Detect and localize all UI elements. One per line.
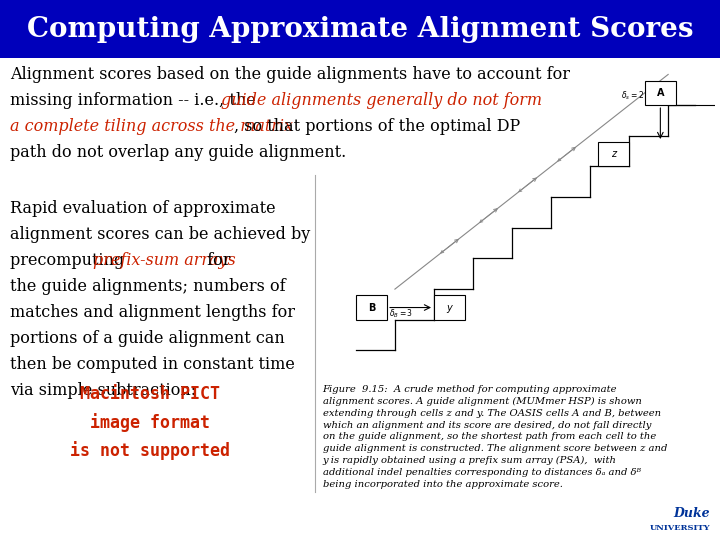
Bar [356, 295, 387, 320]
Text: Computing Approximate Alignment Scores: Computing Approximate Alignment Scores [27, 16, 693, 43]
FancyArrowPatch shape [558, 156, 564, 161]
Text: UNIVERSITY: UNIVERSITY [649, 524, 710, 532]
Text: via simple subtraction:: via simple subtraction: [10, 382, 196, 399]
Text: , so that portions of the optimal DP: , so that portions of the optimal DP [234, 118, 521, 136]
Text: Macintosh PICT: Macintosh PICT [80, 385, 220, 403]
Bar [434, 295, 465, 320]
FancyArrowPatch shape [565, 147, 575, 156]
FancyArrowPatch shape [526, 178, 536, 186]
Bar [0, 0, 720, 58]
Text: matches and alignment lengths for: matches and alignment lengths for [10, 305, 295, 321]
Text: image format: image format [90, 413, 210, 432]
Text: $\delta_s{=}2$: $\delta_s{=}2$ [621, 90, 644, 103]
FancyArrowPatch shape [519, 187, 526, 192]
Text: prefix-sum arrays: prefix-sum arrays [93, 252, 236, 269]
Text: portions of a guide alignment can: portions of a guide alignment can [10, 330, 284, 347]
Text: A: A [657, 88, 664, 98]
FancyArrowPatch shape [487, 209, 498, 217]
Text: Duke: Duke [673, 507, 710, 520]
Text: for: for [202, 252, 230, 269]
Text: B: B [368, 302, 375, 313]
Text: missing information -- i.e., the: missing information -- i.e., the [10, 92, 261, 109]
Text: the guide alignments; numbers of: the guide alignments; numbers of [10, 278, 286, 295]
FancyArrowPatch shape [480, 217, 487, 222]
Text: then be computed in constant time: then be computed in constant time [10, 356, 295, 373]
Text: precomputing: precomputing [10, 252, 130, 269]
FancyArrowPatch shape [441, 248, 447, 253]
Text: path do not overlap any guide alignment.: path do not overlap any guide alignment. [10, 144, 346, 161]
Text: y: y [446, 302, 452, 313]
Text: Rapid evaluation of approximate: Rapid evaluation of approximate [10, 200, 276, 217]
Text: a complete tiling across the matrix: a complete tiling across the matrix [10, 118, 293, 136]
Bar [644, 80, 676, 105]
Text: is not supported: is not supported [70, 441, 230, 460]
Text: Figure  9.15:  A crude method for computing approximate
alignment scores. A guid: Figure 9.15: A crude method for computin… [323, 385, 667, 489]
Text: $\delta_B{=}3$: $\delta_B{=}3$ [389, 308, 413, 320]
FancyArrowPatch shape [448, 239, 458, 247]
Bar [598, 142, 629, 166]
Text: z: z [611, 149, 616, 159]
Text: guide alignments generally do not form: guide alignments generally do not form [221, 92, 542, 109]
Text: alignment scores can be achieved by: alignment scores can be achieved by [10, 226, 310, 244]
Text: Alignment scores based on the guide alignments have to account for: Alignment scores based on the guide alig… [10, 66, 570, 83]
